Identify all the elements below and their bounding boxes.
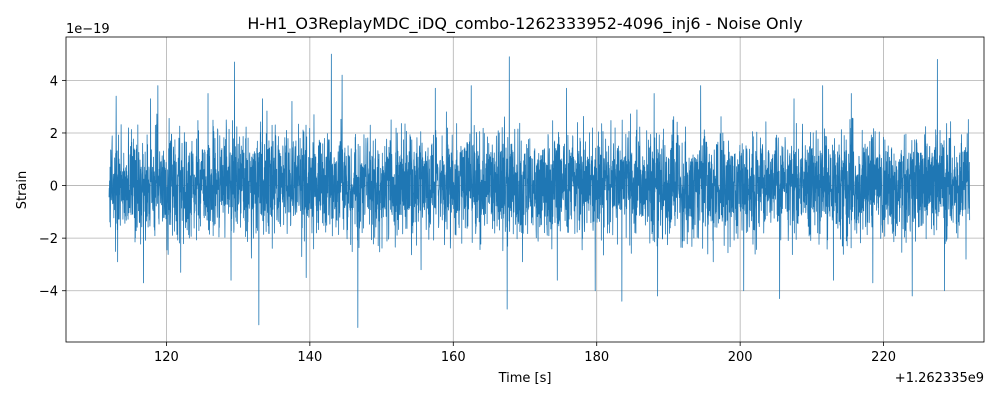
y-axis-label: Strain <box>15 171 30 210</box>
y-scale-label: 1e−19 <box>66 22 110 37</box>
x-tick-label: 200 <box>728 350 753 365</box>
y-tick-label: 0 <box>50 180 58 195</box>
x-tick-label: 160 <box>441 350 466 365</box>
x-axis-label: Time [s] <box>498 371 552 386</box>
strain-line <box>108 53 971 328</box>
y-tick-label: −2 <box>39 232 58 247</box>
chart-title: H-H1_O3ReplayMDC_iDQ_combo-1262333952-40… <box>247 14 802 34</box>
y-tick-label: 2 <box>50 127 58 142</box>
x-tick-label: 180 <box>584 350 609 365</box>
y-tick-label: 4 <box>50 74 58 89</box>
axis-ticks: 120 140 160 180 200 220 −4 −2 0 2 4 <box>39 74 896 365</box>
x-tick-label: 220 <box>871 350 896 365</box>
y-tick-label: −4 <box>39 285 58 300</box>
x-offset-label: +1.262335e9 <box>895 371 984 386</box>
x-tick-label: 120 <box>154 350 179 365</box>
series-strain <box>108 53 971 328</box>
plot-frame <box>65 36 985 343</box>
x-tick-label: 140 <box>297 350 322 365</box>
